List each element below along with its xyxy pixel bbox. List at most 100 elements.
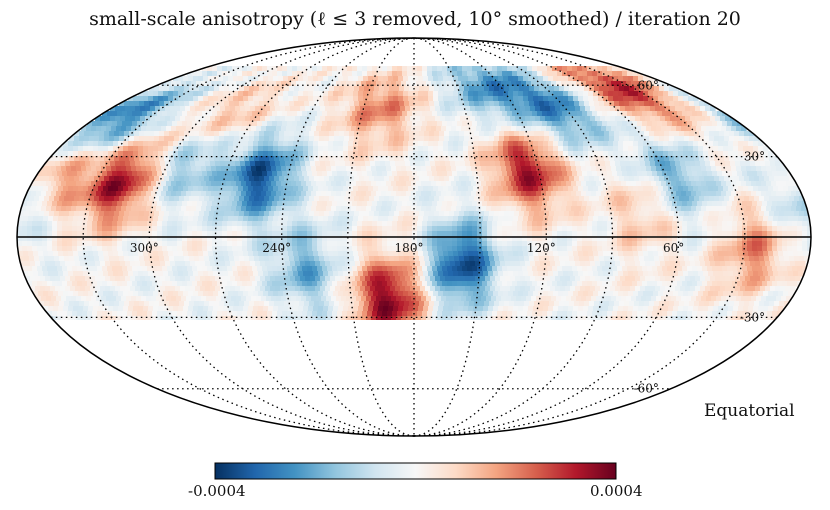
sky-pixel [271, 181, 277, 187]
sky-pixel [752, 226, 758, 232]
sky-pixel [249, 176, 255, 182]
sky-pixel [378, 146, 384, 152]
sky-pixel [37, 221, 43, 227]
sky-pixel [291, 166, 297, 172]
sky-pixel [708, 141, 714, 147]
sky-pixel [299, 101, 305, 107]
sky-pixel [378, 91, 384, 97]
sky-pixel [321, 181, 327, 187]
sky-pixel [542, 226, 548, 232]
sky-pixel [229, 86, 235, 92]
sky-pixel [69, 136, 75, 142]
sky-pixel [607, 171, 613, 177]
sky-pixel [487, 171, 493, 177]
sky-pixel [644, 131, 650, 137]
sky-pixel [96, 166, 102, 172]
sky-pixel [292, 226, 298, 232]
sky-pixel [330, 116, 336, 122]
sky-pixel [416, 81, 422, 87]
sky-pixel [329, 156, 335, 162]
sky-pixel [522, 71, 528, 77]
sky-pixel [523, 151, 529, 157]
sky-pixel [298, 216, 304, 222]
sky-pixel [730, 161, 736, 167]
sky-pixel [620, 161, 626, 167]
sky-pixel [508, 151, 514, 157]
sky-pixel [654, 136, 660, 142]
sky-pixel [176, 81, 182, 87]
sky-pixel [551, 166, 557, 172]
sky-pixel [610, 116, 616, 122]
sky-pixel [541, 191, 547, 197]
sky-pixel [535, 161, 541, 167]
sky-pixel [517, 236, 523, 242]
sky-pixel [374, 101, 380, 107]
sky-pixel [458, 186, 464, 192]
sky-pixel [178, 216, 184, 222]
sky-pixel [521, 191, 527, 197]
sky-pixel [489, 176, 495, 182]
sky-pixel [772, 226, 778, 232]
sky-pixel [72, 226, 78, 232]
sky-pixel [758, 146, 764, 152]
sky-pixel [343, 146, 349, 152]
sky-pixel [492, 236, 498, 242]
sky-pixel [386, 126, 392, 132]
sky-pixel [463, 141, 469, 147]
sky-pixel [89, 156, 95, 162]
sky-pixel [421, 166, 427, 172]
sky-pixel [225, 161, 231, 167]
sky-pixel [328, 96, 334, 102]
sky-pixel [407, 241, 413, 247]
sky-pixel [732, 241, 738, 247]
sky-pixel [194, 136, 200, 142]
sky-pixel [228, 141, 234, 147]
sky-pixel [478, 146, 484, 152]
sky-pixel [92, 246, 98, 252]
sky-pixel [643, 146, 649, 152]
sky-pixel [172, 241, 178, 247]
sky-pixel [342, 71, 348, 77]
sky-pixel [279, 176, 285, 182]
sky-pixel [594, 86, 600, 92]
sky-pixel [461, 191, 467, 197]
sky-pixel [205, 116, 211, 122]
sky-pixel [797, 221, 803, 227]
sky-pixel [727, 221, 733, 227]
sky-pixel [659, 86, 665, 92]
sky-pixel [321, 81, 327, 87]
sky-pixel [724, 156, 730, 162]
sky-pixel [537, 71, 543, 77]
sky-pixel [617, 221, 623, 227]
sky-pixel [483, 151, 489, 157]
sky-pixel [500, 161, 506, 167]
sky-pixel [512, 66, 518, 72]
sky-pixel [522, 121, 528, 127]
sky-pixel [269, 101, 275, 107]
sky-pixel [546, 181, 552, 187]
sky-pixel [497, 241, 503, 247]
sky-pixel [36, 191, 42, 197]
sky-pixel [394, 211, 400, 217]
sky-pixel [672, 221, 678, 227]
sky-pixel [623, 76, 629, 82]
sky-pixel [267, 71, 273, 77]
sky-pixel [199, 101, 205, 107]
sky-pixel [587, 201, 593, 207]
sky-pixel [204, 196, 210, 202]
sky-pixel [257, 201, 263, 207]
sky-pixel [163, 141, 169, 147]
sky-pixel [93, 146, 99, 152]
sky-pixel [129, 131, 135, 137]
sky-pixel [753, 146, 759, 152]
sky-pixel [633, 76, 639, 82]
sky-pixel [439, 156, 445, 162]
sky-pixel [587, 111, 593, 117]
sky-pixel [422, 111, 428, 117]
sky-pixel [199, 211, 205, 217]
sky-pixel [373, 186, 379, 192]
sky-pixel [491, 181, 497, 187]
sky-pixel [314, 156, 320, 162]
sky-pixel [539, 86, 545, 92]
sky-pixel [722, 171, 728, 177]
